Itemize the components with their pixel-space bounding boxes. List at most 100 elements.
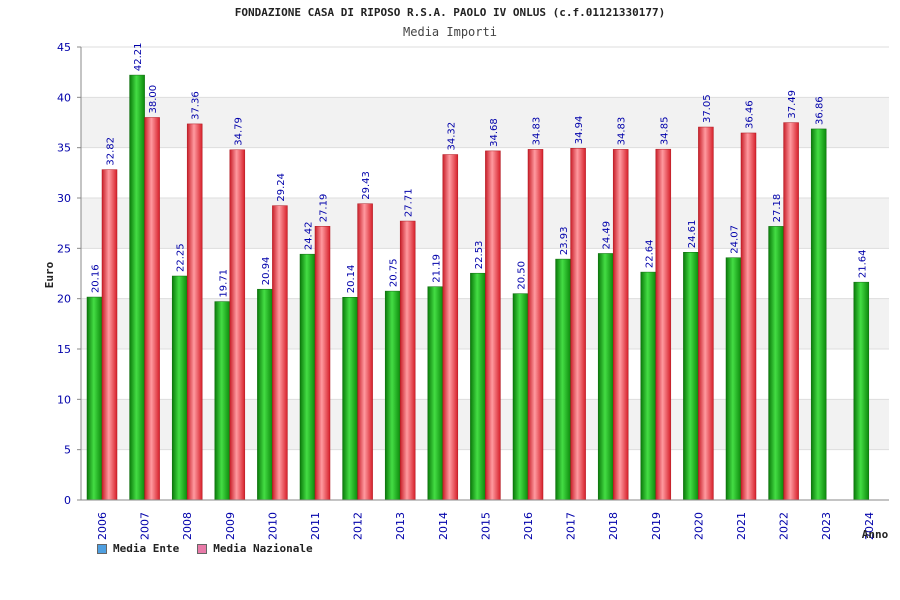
legend-item-ente: Media Ente (97, 542, 179, 555)
x-tick-label: 2006 (96, 512, 109, 540)
y-tick-label: 40 (57, 91, 71, 104)
bar-media-ente (384, 290, 401, 501)
bar-media-nazionale (442, 154, 459, 501)
data-label-media-nazionale: 37.36 (191, 91, 202, 120)
x-tick-label: 2013 (394, 512, 407, 540)
bar-media-nazionale (655, 148, 672, 501)
legend: Media Ente Media Nazionale (97, 542, 313, 555)
data-label-media-ente: 22.25 (176, 243, 187, 272)
data-label-media-nazionale: 29.24 (276, 173, 287, 202)
bar-media-ente (555, 258, 571, 501)
y-tick-label: 10 (57, 393, 71, 406)
bar-media-nazionale (698, 126, 714, 501)
y-tick-label: 35 (57, 142, 71, 155)
x-tick-label: 2017 (565, 512, 578, 540)
bar-media-ente (214, 301, 231, 501)
x-tick-label: 2010 (266, 512, 279, 540)
data-label-media-ente: 20.16 (91, 264, 102, 293)
x-tick-label: 2014 (437, 512, 450, 540)
data-label-media-nazionale: 37.05 (702, 94, 713, 123)
legend-swatch-ente (97, 543, 107, 554)
data-label-media-nazionale: 34.85 (659, 117, 670, 146)
bar-media-ente (129, 74, 145, 501)
bar-media-ente (342, 297, 358, 501)
x-tick-label: 2018 (607, 512, 620, 540)
data-label-media-ente: 24.61 (687, 220, 698, 249)
bar-media-nazionale (229, 149, 246, 501)
legend-swatch-nazionale (197, 543, 208, 554)
bar-media-ente (512, 293, 529, 501)
x-tick-label: 2016 (522, 512, 535, 540)
data-label-media-ente: 23.93 (559, 226, 570, 255)
legend-item-nazionale: Media Nazionale (197, 542, 313, 555)
bar-media-ente (810, 128, 827, 501)
data-label-media-ente: 36.86 (815, 96, 826, 125)
bar-media-nazionale (186, 123, 203, 501)
x-tick-label: 2011 (309, 512, 322, 540)
bar-media-ente (257, 288, 273, 501)
bar-media-nazionale (314, 226, 331, 501)
chart-subtitle: Media Importi (403, 25, 497, 39)
data-label-media-ente: 24.07 (730, 225, 741, 254)
y-axis-label: Euro (43, 261, 56, 288)
data-label-media-nazionale: 34.83 (532, 117, 543, 146)
bars-group (86, 74, 870, 501)
y-tick-label: 0 (64, 494, 71, 507)
data-label-media-nazionale: 34.94 (574, 116, 585, 145)
x-tick-label: 2021 (735, 512, 748, 540)
bar-media-nazionale (399, 220, 416, 501)
y-tick-label: 5 (64, 444, 71, 457)
bar-media-ente (299, 253, 316, 501)
bar-media-ente (725, 257, 742, 501)
data-label-media-nazionale: 34.79 (233, 117, 244, 146)
bar-media-nazionale (485, 150, 501, 501)
y-tick-label: 30 (57, 192, 71, 205)
x-tick-label: 2020 (692, 512, 705, 540)
bar-media-ente (683, 252, 699, 501)
data-label-media-ente: 22.53 (474, 241, 485, 270)
data-label-media-ente: 24.49 (602, 221, 613, 250)
bar-media-ente (171, 275, 188, 501)
bar-media-nazionale (357, 203, 373, 501)
bar-media-ente (427, 286, 444, 501)
bar-media-nazionale (740, 132, 757, 501)
bar-media-ente (597, 253, 614, 501)
bar-media-nazionale (272, 205, 288, 501)
x-tick-label: 2012 (352, 512, 365, 540)
data-label-media-ente: 42.21 (133, 42, 144, 71)
data-label-media-nazionale: 37.49 (787, 90, 798, 119)
y-tick-label: 25 (57, 242, 71, 255)
x-tick-label: 2024 (863, 512, 876, 540)
axes-group: 0 5 10 15 20 25 30 35 40 45 2006 2007 2008 2009 2010 20… (57, 41, 889, 540)
y-tick-label: 15 (57, 343, 71, 356)
data-label-media-ente: 20.94 (261, 257, 272, 286)
bar-media-ente (470, 272, 486, 501)
x-axis-label: Anno (862, 528, 889, 541)
data-label-media-ente: 20.14 (346, 265, 357, 294)
data-label-media-ente: 20.75 (389, 258, 400, 287)
bar-media-nazionale (101, 169, 118, 501)
data-label-media-nazionale: 34.68 (489, 118, 500, 147)
bar-media-nazionale (612, 149, 629, 501)
legend-label-nazionale: Media Nazionale (213, 542, 313, 555)
x-tick-label: 2007 (139, 512, 152, 540)
x-tick-label: 2023 (820, 512, 833, 540)
data-label-media-nazionale: 34.32 (446, 122, 457, 151)
bar-media-nazionale (144, 117, 160, 501)
x-tick-label: 2019 (650, 512, 663, 540)
data-label-media-nazionale: 27.19 (319, 194, 330, 223)
data-label-media-ente: 21.64 (857, 250, 868, 279)
data-label-media-nazionale: 36.46 (745, 100, 756, 129)
data-label-media-nazionale: 32.82 (106, 137, 117, 166)
data-label-media-ente: 22.64 (644, 239, 655, 268)
x-tick-label: 2008 (181, 512, 194, 540)
y-tick-label: 45 (57, 41, 71, 54)
bar-media-nazionale (783, 122, 799, 501)
x-tick-label: 2009 (224, 512, 237, 540)
data-labels-group: 20.16 32.82 42.21 38.00 22.25 37.36 19.71 34.79… (91, 42, 869, 297)
chart-title: FONDAZIONE CASA DI RIPOSO R.S.A. PAOLO I… (234, 6, 666, 19)
data-label-media-nazionale: 29.43 (361, 171, 372, 200)
data-label-media-nazionale: 38.00 (148, 85, 159, 114)
x-tick-label: 2015 (479, 512, 492, 540)
